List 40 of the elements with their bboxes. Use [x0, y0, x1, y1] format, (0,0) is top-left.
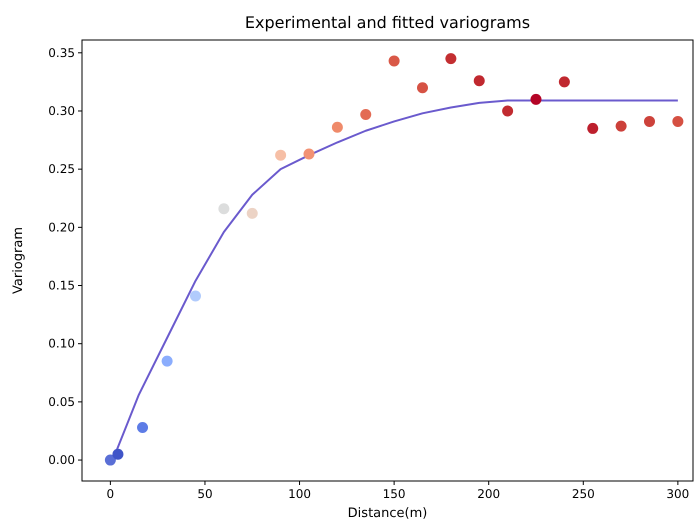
chart-title: Experimental and fitted variograms: [244, 13, 530, 32]
y-tick-label: 0.05: [48, 394, 75, 409]
point: [474, 75, 485, 86]
point: [137, 422, 148, 433]
y-tick-label: 0.20: [48, 220, 75, 234]
point: [112, 448, 124, 460]
point: [303, 148, 314, 160]
x-tick-label: 150: [382, 487, 406, 501]
y-tick-label: 0.00: [48, 453, 75, 468]
point: [275, 150, 286, 161]
point: [644, 116, 655, 127]
y-tick-label: 0.25: [48, 162, 75, 176]
point: [162, 356, 173, 367]
point: [587, 122, 598, 134]
x-tick-label: 250: [572, 487, 595, 501]
point: [558, 76, 570, 88]
x-tick-label: 200: [477, 487, 500, 501]
point: [218, 203, 230, 214]
point: [416, 82, 428, 94]
x-tick-label: 50: [197, 487, 213, 501]
y-tick-label: 0.30: [48, 104, 75, 118]
y-tick-label: 0.10: [48, 336, 75, 351]
x-tick-label: 300: [666, 487, 690, 501]
point: [104, 454, 116, 466]
point: [388, 55, 400, 66]
point: [502, 105, 514, 116]
x-axis-title: Distance(m): [348, 506, 428, 521]
point: [190, 290, 201, 302]
point: [246, 208, 258, 219]
point: [360, 108, 372, 120]
point: [672, 116, 684, 127]
point: [332, 122, 343, 133]
point: [616, 120, 627, 132]
x-tick-label: 100: [288, 487, 311, 501]
y-axis-title: Variogram: [11, 227, 26, 294]
point: [445, 53, 456, 64]
point: [530, 94, 542, 105]
y-tick-label: 0.35: [48, 46, 75, 60]
x-tick-label: 0: [106, 487, 114, 501]
y-tick-label: 0.15: [48, 278, 75, 293]
